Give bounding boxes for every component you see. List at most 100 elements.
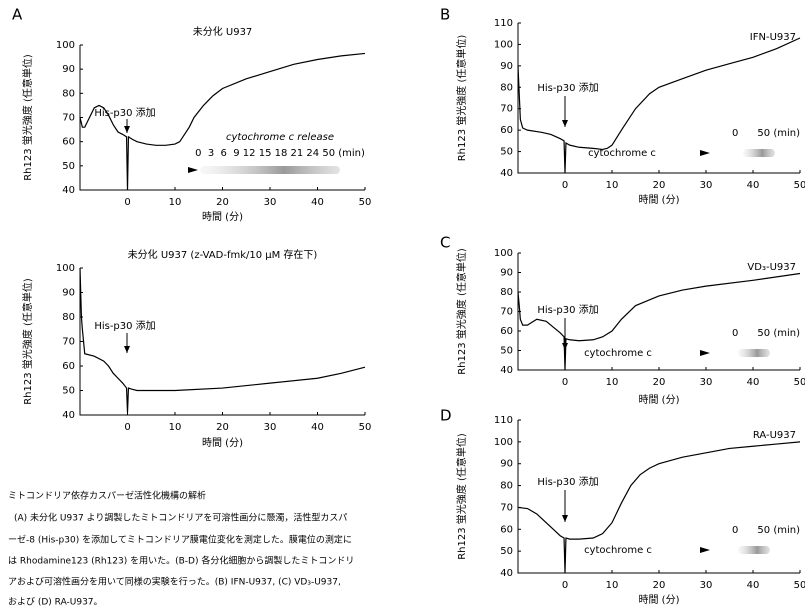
y-axis-label: Rh123 蛍光強度 (任意単位) <box>455 248 468 375</box>
arrow-head <box>562 515 568 522</box>
y-tick-label: 70 <box>500 502 513 513</box>
data-line <box>80 268 365 413</box>
cytochrome-label: cytochrome c <box>584 545 652 556</box>
panel-label: D <box>440 407 452 425</box>
y-tick-label: 60 <box>62 361 75 372</box>
x-tick-label: 40 <box>311 197 324 208</box>
caption-line: は Rhodamine123 (Rh123) を用いた。(B-D) 各分化細胞か… <box>8 555 354 567</box>
y-tick-label: 50 <box>500 546 513 557</box>
caption-title: ミトコンドリア依存カスパーゼ活性化機構の解析 <box>8 490 206 502</box>
y-tick-label: 50 <box>500 147 513 158</box>
x-tick-label: 50 <box>794 580 805 591</box>
marker <box>700 350 710 356</box>
y-tick-label: 60 <box>500 326 513 337</box>
x-tick-label: 50 <box>359 422 372 433</box>
cytochrome-label: cytochrome c release <box>226 132 334 143</box>
y-tick-label: 50 <box>62 161 75 172</box>
y-tick-label: 60 <box>62 137 75 148</box>
chart-title: 未分化 U937 (z-VAD-fmk/10 μM 存在下) <box>128 248 318 261</box>
gel-band <box>200 166 340 174</box>
y-tick-label: 80 <box>500 82 513 93</box>
panel-label: C <box>440 234 450 252</box>
y-tick-label: 100 <box>494 248 513 259</box>
series-label: IFN-U937 <box>750 32 796 43</box>
y-tick-label: 50 <box>500 346 513 357</box>
gel-band <box>738 349 770 357</box>
cytochrome-label: cytochrome c <box>588 148 656 159</box>
x-tick-label: 0 <box>124 422 130 433</box>
x-tick-label: 20 <box>216 197 229 208</box>
x-tick-label: 10 <box>606 377 619 388</box>
y-tick-label: 90 <box>62 288 75 299</box>
y-tick-label: 40 <box>500 365 513 376</box>
x-tick-label: 20 <box>653 180 666 191</box>
annotation: His-p30 添加 <box>94 106 155 119</box>
x-axis-label: 時間 (分) <box>202 211 243 223</box>
time-labels: 0 50 (min) <box>732 328 800 339</box>
caption-line: (A) 未分化 U937 より調製したミトコンドリアを可溶性画分に懸濁，活性型カ… <box>14 512 347 524</box>
caption-line: および (D) RA-U937。 <box>8 597 103 607</box>
y-tick-label: 100 <box>494 437 513 448</box>
y-tick-label: 90 <box>500 61 513 72</box>
time-labels: 0 3 6 9 12 15 18 21 24 50 (min) <box>195 148 365 159</box>
y-tick-label: 100 <box>56 40 75 51</box>
y-tick-label: 40 <box>62 185 75 196</box>
x-tick-label: 50 <box>794 180 805 191</box>
x-tick-label: 0 <box>124 197 130 208</box>
gel-band <box>738 546 770 554</box>
x-tick-label: 50 <box>794 377 805 388</box>
y-tick-label: 80 <box>500 287 513 298</box>
y-tick-label: 60 <box>500 125 513 136</box>
x-axis-label: 時間 (分) <box>639 594 680 606</box>
y-tick-label: 110 <box>494 415 513 426</box>
y-tick-label: 70 <box>62 337 75 348</box>
y-tick-label: 80 <box>62 88 75 99</box>
y-tick-label: 40 <box>500 168 513 179</box>
x-axis-label: 時間 (分) <box>202 437 243 449</box>
y-tick-label: 40 <box>500 568 513 579</box>
x-tick-label: 30 <box>264 197 277 208</box>
y-tick-label: 70 <box>500 104 513 115</box>
y-axis-label: Rh123 蛍光強度 (任意単位) <box>21 54 34 181</box>
y-tick-label: 90 <box>500 459 513 470</box>
y-tick-label: 100 <box>494 39 513 50</box>
x-tick-label: 40 <box>311 422 324 433</box>
y-tick-label: 80 <box>500 481 513 492</box>
y-tick-label: 110 <box>494 18 513 29</box>
y-axis-label: Rh123 蛍光強度 (任意単位) <box>21 278 34 405</box>
y-tick-label: 70 <box>500 307 513 318</box>
x-tick-label: 20 <box>653 580 666 591</box>
figure: ミトコンドリア依存カスパーゼ活性化機構の解析 (A) 未分化 U937 より調製… <box>0 0 805 607</box>
chart-title: 未分化 U937 <box>193 25 253 38</box>
x-tick-label: 50 <box>359 197 372 208</box>
x-tick-label: 40 <box>747 580 760 591</box>
y-tick-label: 40 <box>62 410 75 421</box>
time-labels: 0 50 (min) <box>732 525 800 536</box>
panel-label: B <box>440 6 450 24</box>
x-tick-label: 10 <box>169 422 182 433</box>
x-tick-label: 30 <box>700 180 713 191</box>
y-tick-label: 70 <box>62 113 75 124</box>
x-tick-label: 30 <box>264 422 277 433</box>
x-tick-label: 10 <box>606 580 619 591</box>
y-axis-label: Rh123 蛍光強度 (任意単位) <box>455 35 468 162</box>
y-tick-label: 90 <box>500 268 513 279</box>
y-tick-label: 80 <box>62 312 75 323</box>
panel-label: A <box>12 6 23 24</box>
caption-line: ーゼ-8 (His-p30) を添加してミトコンドリア膜電位変化を測定した。膜電… <box>8 534 352 546</box>
marker <box>188 167 198 173</box>
y-axis-label: Rh123 蛍光強度 (任意単位) <box>455 433 468 560</box>
marker <box>700 150 710 156</box>
cytochrome-label: cytochrome c <box>584 348 652 359</box>
x-tick-label: 40 <box>747 377 760 388</box>
x-axis-label: 時間 (分) <box>639 194 680 206</box>
annotation: His-p30 添加 <box>537 81 598 94</box>
x-tick-label: 20 <box>653 377 666 388</box>
x-tick-label: 0 <box>562 180 568 191</box>
x-tick-label: 30 <box>700 580 713 591</box>
axis <box>80 268 365 415</box>
x-tick-label: 40 <box>747 180 760 191</box>
marker <box>700 547 710 553</box>
y-tick-label: 90 <box>62 64 75 75</box>
series-label: VD₃-U937 <box>747 262 796 273</box>
